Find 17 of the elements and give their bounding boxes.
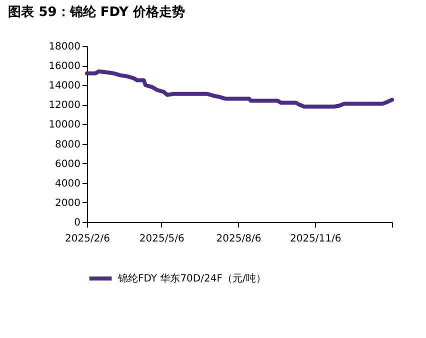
y-tick-label: 0 (74, 218, 80, 228)
line-series (85, 69, 394, 109)
x-tick-label: 2025/8/6 (216, 234, 262, 244)
y-tick-label: 2000 (55, 198, 80, 209)
y-tick-label: 16000 (48, 61, 80, 72)
y-tick-label: 10000 (48, 120, 80, 131)
y-tick-label: 18000 (48, 42, 80, 52)
y-tick-label: 6000 (55, 158, 80, 170)
y-tick-label: 8000 (55, 139, 80, 150)
x-tick-label: 2025/5/6 (139, 234, 184, 244)
legend-label: 锦纶FDY 华东70D/24F（元/吨） (117, 272, 266, 284)
x-tick-label: 2025/2/6 (65, 234, 110, 244)
y-tick-label: 4000 (55, 178, 80, 190)
chart-title: 图表 59：锦纶 FDY 价格走势 (8, 4, 185, 20)
y-tick-label: 12000 (48, 100, 80, 112)
y-tick-label: 14000 (48, 80, 80, 92)
x-tick-label: 2025/11/6 (290, 234, 342, 244)
